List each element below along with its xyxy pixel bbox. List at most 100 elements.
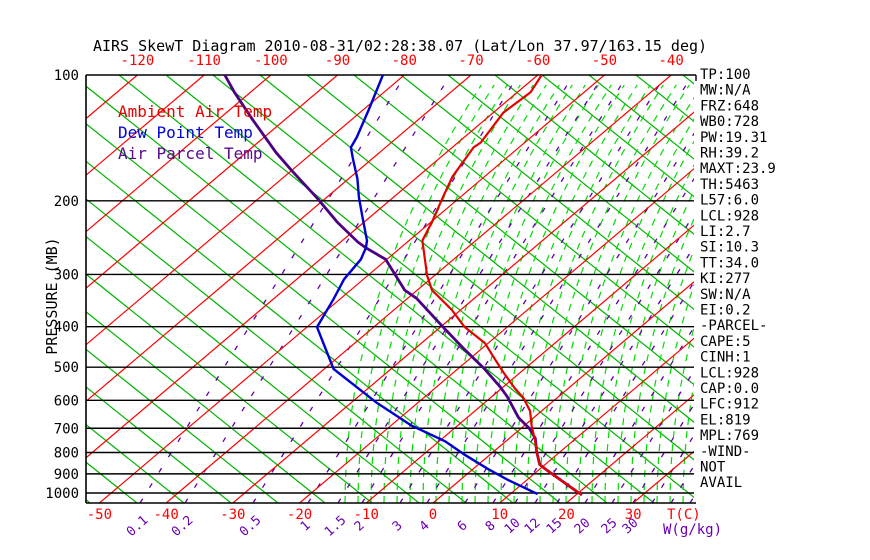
stats-line: TP:100: [700, 67, 751, 83]
top-temp-tick-label: -80: [392, 53, 417, 69]
isotherm-line: [165, 75, 672, 503]
pressure-axis-label: PRESSURE (MB): [43, 237, 61, 354]
top-temp-tick-label: -60: [525, 53, 550, 69]
moist-adiabat-line: [656, 283, 694, 503]
dry-adiabat-line: [86, 423, 185, 503]
stats-line: EL:819: [700, 412, 751, 428]
isotherm-line: [232, 111, 694, 503]
isotherm-line: [86, 75, 472, 403]
stats-line: NOT: [700, 460, 726, 476]
dry-adiabat-line: [353, 75, 694, 348]
dry-adiabat-line: [494, 75, 694, 235]
moist-adiabat-line: [409, 84, 547, 503]
legend-dew-point-temp: Dew Point Temp: [118, 123, 253, 142]
top-temp-tick-label: -110: [187, 53, 221, 69]
isotherm-line: [299, 167, 694, 503]
background-grid: [86, 75, 694, 503]
mixing-ratio-axis-label: W(g/kg): [663, 522, 722, 538]
dry-adiabat-line: [400, 75, 694, 311]
moist-adiabat-line: [669, 325, 694, 503]
pressure-tick-label: 300: [54, 267, 79, 283]
sounding-curves: [223, 75, 583, 497]
stats-line: MAXT:23.9: [700, 161, 776, 177]
pressure-tick-label: 600: [54, 393, 79, 409]
moist-adiabat-line: [565, 96, 694, 503]
stats-line: WB0:728: [700, 114, 759, 130]
pressure-tick-label: 700: [54, 421, 79, 437]
mixing-ratio-line: [337, 75, 604, 503]
bottom-temp-tick-label: 10: [491, 507, 508, 523]
dry-adiabat-line: [212, 75, 694, 461]
temp-axis-label: T(C): [667, 507, 701, 523]
dewpoint-curve: [315, 75, 539, 496]
dry-adiabat-line: [86, 160, 514, 503]
dry-adiabat-line: [86, 198, 467, 503]
moist-adiabat-line: [461, 84, 599, 503]
dry-adiabat-line: [588, 75, 694, 160]
stats-line: -WIND-: [700, 444, 751, 460]
top-temp-tick-label: -90: [325, 53, 350, 69]
moist-adiabat-line: [474, 84, 612, 503]
stats-panel: TP:100MW:N/AFRZ:648WB0:728PW:19.31RH:39.…: [700, 67, 776, 491]
mixing-ratio-tick-label: 20: [572, 516, 594, 538]
moist-adiabat-line: [435, 84, 573, 503]
moist-adiabat-line: [344, 84, 482, 503]
moist-adiabat-line: [513, 84, 651, 503]
stats-line: SW:N/A: [700, 287, 751, 303]
mixing-ratio-line: [556, 280, 694, 503]
stats-line: CAPE:5: [700, 334, 751, 350]
stats-line: RH:39.2: [700, 146, 759, 162]
pressure-tick-label: 100: [54, 68, 79, 84]
dry-adiabat-line: [86, 273, 373, 503]
dry-adiabat-line: [541, 75, 694, 198]
stats-line: EI:0.2: [700, 303, 751, 319]
bottom-temp-tick-label: -50: [87, 507, 112, 523]
stats-line: FRZ:648: [700, 98, 759, 114]
moist-adiabat-line: [539, 84, 677, 503]
pressure-tick-label: 500: [54, 360, 79, 376]
stats-line: CINH:1: [700, 350, 751, 366]
bottom-temp-tick-label: 0: [429, 507, 437, 523]
mixing-ratio-line: [361, 75, 628, 503]
pressure-tick-label: 900: [54, 467, 79, 483]
stats-line: LCL:928: [700, 365, 759, 381]
moist-adiabat-line: [604, 164, 694, 503]
stats-line: PW:19.31: [700, 130, 767, 146]
isotherm-line: [432, 281, 694, 503]
stats-line: CAP:0.0: [700, 381, 759, 397]
bottom-temp-tick-label: -30: [220, 507, 245, 523]
pressure-tick-label: 800: [54, 445, 79, 461]
stats-line: TT:34.0: [700, 255, 759, 271]
dry-adiabat-line: [447, 75, 694, 273]
isotherm-line: [86, 75, 405, 346]
pressure-tick-label: 400: [54, 320, 79, 336]
stats-line: LI:2.7: [700, 224, 751, 240]
moist-adiabat-line: [383, 84, 521, 503]
isotherm-line: [365, 224, 694, 503]
stats-line: L57:6.0: [700, 193, 759, 209]
temperature-curve: [421, 75, 583, 496]
moist-adiabat-line: [682, 381, 694, 503]
moist-adiabat-line: [617, 189, 694, 503]
moist-adiabat-line: [396, 84, 534, 503]
isotherm-line: [86, 75, 138, 120]
dry-adiabat-line: [86, 348, 279, 503]
moist-adiabat-line: [487, 84, 625, 503]
parcel-curve: [223, 75, 583, 497]
dry-adiabat-line: [86, 386, 232, 503]
moist-adiabat-line: [591, 140, 694, 503]
dry-adiabat-line: [259, 75, 694, 423]
dry-adiabat-line: [118, 75, 655, 503]
stats-line: SI:10.3: [700, 240, 759, 256]
top-temp-tick-label: -50: [592, 53, 617, 69]
pressure-tick-label: 200: [54, 194, 79, 210]
stats-line: KI:277: [700, 271, 751, 287]
dry-adiabat-line: [86, 461, 138, 503]
isotherm-line: [86, 75, 338, 289]
moist-adiabat-line: [552, 84, 690, 503]
isotherm-line: [86, 75, 539, 459]
isotherm-line: [86, 75, 272, 233]
moist-adiabat-line: [500, 84, 638, 503]
